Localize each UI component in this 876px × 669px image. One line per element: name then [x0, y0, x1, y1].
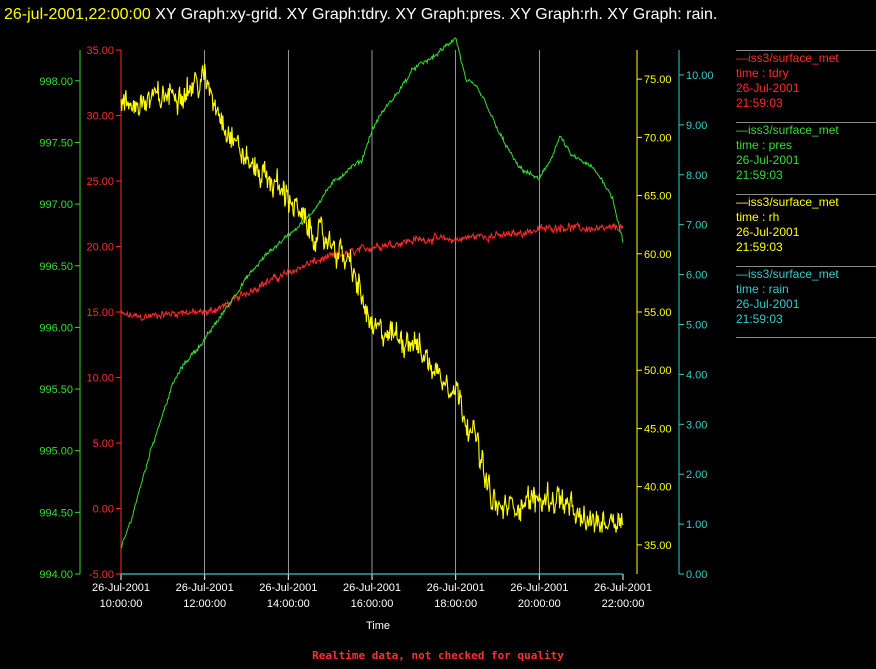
legend-date: 26-Jul-2001: [736, 153, 800, 167]
x-tick-label-time: 14:00:00: [267, 598, 310, 610]
series-layer: [120, 37, 624, 575]
rh-tick-label: 75.00: [644, 74, 672, 86]
legend-time: 21:59:03: [736, 96, 783, 110]
tdry-tick-label: 20.00: [86, 242, 114, 254]
tdry-tick-label: -5.00: [89, 569, 114, 581]
pres-tick-label: 994.00: [39, 569, 73, 581]
rain-tick-label: 10.00: [686, 70, 714, 82]
x-axis-label: Time: [366, 620, 390, 632]
rain-tick-label: 5.00: [686, 319, 707, 331]
legend-date: 26-Jul-2001: [736, 225, 800, 239]
rh-tick-label: 45.00: [644, 423, 672, 435]
rh-tick-label: 70.00: [644, 132, 672, 144]
pres-tick-label: 996.00: [39, 322, 73, 334]
x-tick-label-date: 26-Jul-2001: [427, 582, 485, 594]
x-tick-label-date: 26-Jul-2001: [510, 582, 568, 594]
legend-entry: —iss3/surface_met time : rh 26-Jul-2001 21:…: [736, 194, 876, 255]
rh-tick-label: 40.00: [644, 482, 672, 494]
quality-notice: Realtime data, not checked for quality: [312, 649, 564, 662]
rain-tick-label: 0.00: [686, 569, 707, 581]
rain-tick-label: 9.00: [686, 120, 707, 132]
series-pres-line: [120, 37, 624, 549]
tdry-tick-label: 25.00: [86, 176, 114, 188]
header-timestamp: 26-jul-2001,22:00:00: [4, 6, 151, 23]
tdry-tick-label: 5.00: [93, 438, 114, 450]
rain-tick-label: 1.00: [686, 519, 707, 531]
rain-tick-label: 3.00: [686, 419, 707, 431]
x-tick-label-time: 10:00:00: [100, 598, 143, 610]
x-tick-label-time: 22:00:00: [602, 598, 645, 610]
legend-field: time : rain: [736, 282, 789, 296]
series-rh-line: [120, 63, 624, 533]
legend-date: 26-Jul-2001: [736, 297, 800, 311]
pres-tick-label: 996.50: [39, 261, 73, 273]
chart-header: 26-jul-2001,22:00:00 XY Graph:xy-grid. X…: [4, 2, 870, 28]
tdry-tick-label: 30.00: [86, 111, 114, 123]
legend-date: 26-Jul-2001: [736, 81, 800, 95]
pres-tick-label: 995.00: [39, 446, 73, 458]
pres-tick-label: 997.50: [39, 137, 73, 149]
tdry-tick-label: 0.00: [93, 504, 114, 516]
legend-entry: —iss3/surface_met time : rain 26-Jul-2001 2…: [736, 266, 876, 327]
pres-tick-label: 994.50: [39, 507, 73, 519]
x-tick-label-date: 26-Jul-2001: [594, 582, 652, 594]
x-tick-label-time: 16:00:00: [351, 598, 394, 610]
rain-tick-label: 6.00: [686, 270, 707, 282]
legend-time: 21:59:03: [736, 312, 783, 326]
header-titles: XY Graph:xy-grid. XY Graph:tdry. XY Grap…: [155, 6, 718, 23]
rh-tick-label: 35.00: [644, 540, 672, 552]
rh-tick-label: 50.00: [644, 365, 672, 377]
pres-tick-label: 995.50: [39, 384, 73, 396]
rh-tick-label: 55.00: [644, 307, 672, 319]
legend-source: —iss3/surface_met: [736, 267, 839, 281]
x-tick-label-date: 26-Jul-2001: [92, 582, 150, 594]
legend-time: 21:59:03: [736, 168, 783, 182]
legend-field: time : pres: [736, 138, 793, 152]
x-tick-label-time: 18:00:00: [434, 598, 477, 610]
legend-field: time : rh: [736, 210, 780, 224]
legend-source: —iss3/surface_met: [736, 51, 839, 65]
tdry-tick-label: 10.00: [86, 373, 114, 385]
labels-layer: 26-Jul-2001 10:00:00 26-Jul-2001 12:00:00 26…: [39, 45, 713, 632]
rain-tick-label: 2.00: [686, 469, 707, 481]
pres-tick-label: 998.00: [39, 76, 73, 88]
x-tick-label-time: 12:00:00: [183, 598, 226, 610]
x-tick-label-date: 26-Jul-2001: [343, 582, 401, 594]
legend-divider: [736, 337, 876, 338]
rh-tick-label: 60.00: [644, 249, 672, 261]
legend-field: time : tdry: [736, 66, 789, 80]
x-tick-label-date: 26-Jul-2001: [259, 582, 317, 594]
legend-time: 21:59:03: [736, 240, 783, 254]
rain-tick-label: 7.00: [686, 220, 707, 232]
rain-tick-label: 8.00: [686, 170, 707, 182]
x-tick-label-date: 26-Jul-2001: [176, 582, 234, 594]
series-tdry-line: [120, 221, 624, 322]
x-tick-label-time: 20:00:00: [518, 598, 561, 610]
rh-tick-label: 65.00: [644, 191, 672, 203]
axes-layer: [75, 49, 684, 580]
pres-tick-label: 997.00: [39, 199, 73, 211]
legend-source: —iss3/surface_met: [736, 195, 839, 209]
legend-entry: —iss3/surface_met time : pres 26-Jul-2001 2…: [736, 122, 876, 183]
rain-tick-label: 4.00: [686, 369, 707, 381]
legend-source: —iss3/surface_met: [736, 123, 839, 137]
legend-entry: —iss3/surface_met time : tdry 26-Jul-2001 2…: [736, 50, 876, 111]
tdry-tick-label: 35.00: [86, 45, 114, 57]
tdry-tick-label: 15.00: [86, 307, 114, 319]
